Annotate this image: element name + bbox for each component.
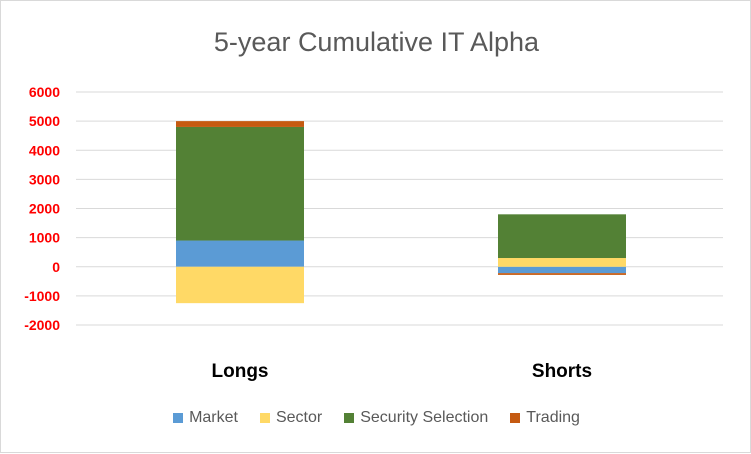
- x-category-label: Longs: [212, 361, 269, 382]
- bar-shorts-security-selection: [498, 214, 626, 258]
- legend-label: Market: [189, 409, 238, 427]
- legend-label: Trading: [526, 409, 580, 427]
- legend-label: Sector: [276, 409, 322, 427]
- legend-item: Sector: [260, 409, 322, 427]
- legend-item: Market: [173, 409, 238, 427]
- y-tick-label: 5000: [29, 113, 60, 129]
- legend-swatch: [510, 413, 520, 423]
- legend-item: Security Selection: [344, 409, 488, 427]
- legend-swatch: [173, 413, 183, 423]
- y-tick-label: 6000: [29, 84, 60, 100]
- y-tick-label: 3000: [29, 171, 60, 187]
- bar-longs-market: [176, 241, 304, 267]
- y-tick-label: 1000: [29, 230, 60, 246]
- bar-shorts-trading: [498, 273, 626, 275]
- bar-longs-trading: [176, 121, 304, 127]
- y-tick-label: -2000: [24, 317, 60, 333]
- y-tick-label: 4000: [29, 142, 60, 158]
- y-tick-label: -1000: [24, 288, 60, 304]
- bar-longs-sector: [176, 267, 304, 303]
- bar-longs-security-selection: [176, 127, 304, 241]
- y-tick-label: 0: [52, 259, 60, 275]
- legend-swatch: [344, 413, 354, 423]
- legend-item: Trading: [510, 409, 580, 427]
- legend-label: Security Selection: [360, 409, 488, 427]
- y-tick-label: 2000: [29, 201, 60, 217]
- chart-legend: Market Sector Security Selection Trading: [1, 409, 751, 427]
- legend-swatch: [260, 413, 270, 423]
- bar-shorts-market: [498, 267, 626, 273]
- x-category-label: Shorts: [532, 361, 592, 382]
- bar-shorts-sector: [498, 258, 626, 267]
